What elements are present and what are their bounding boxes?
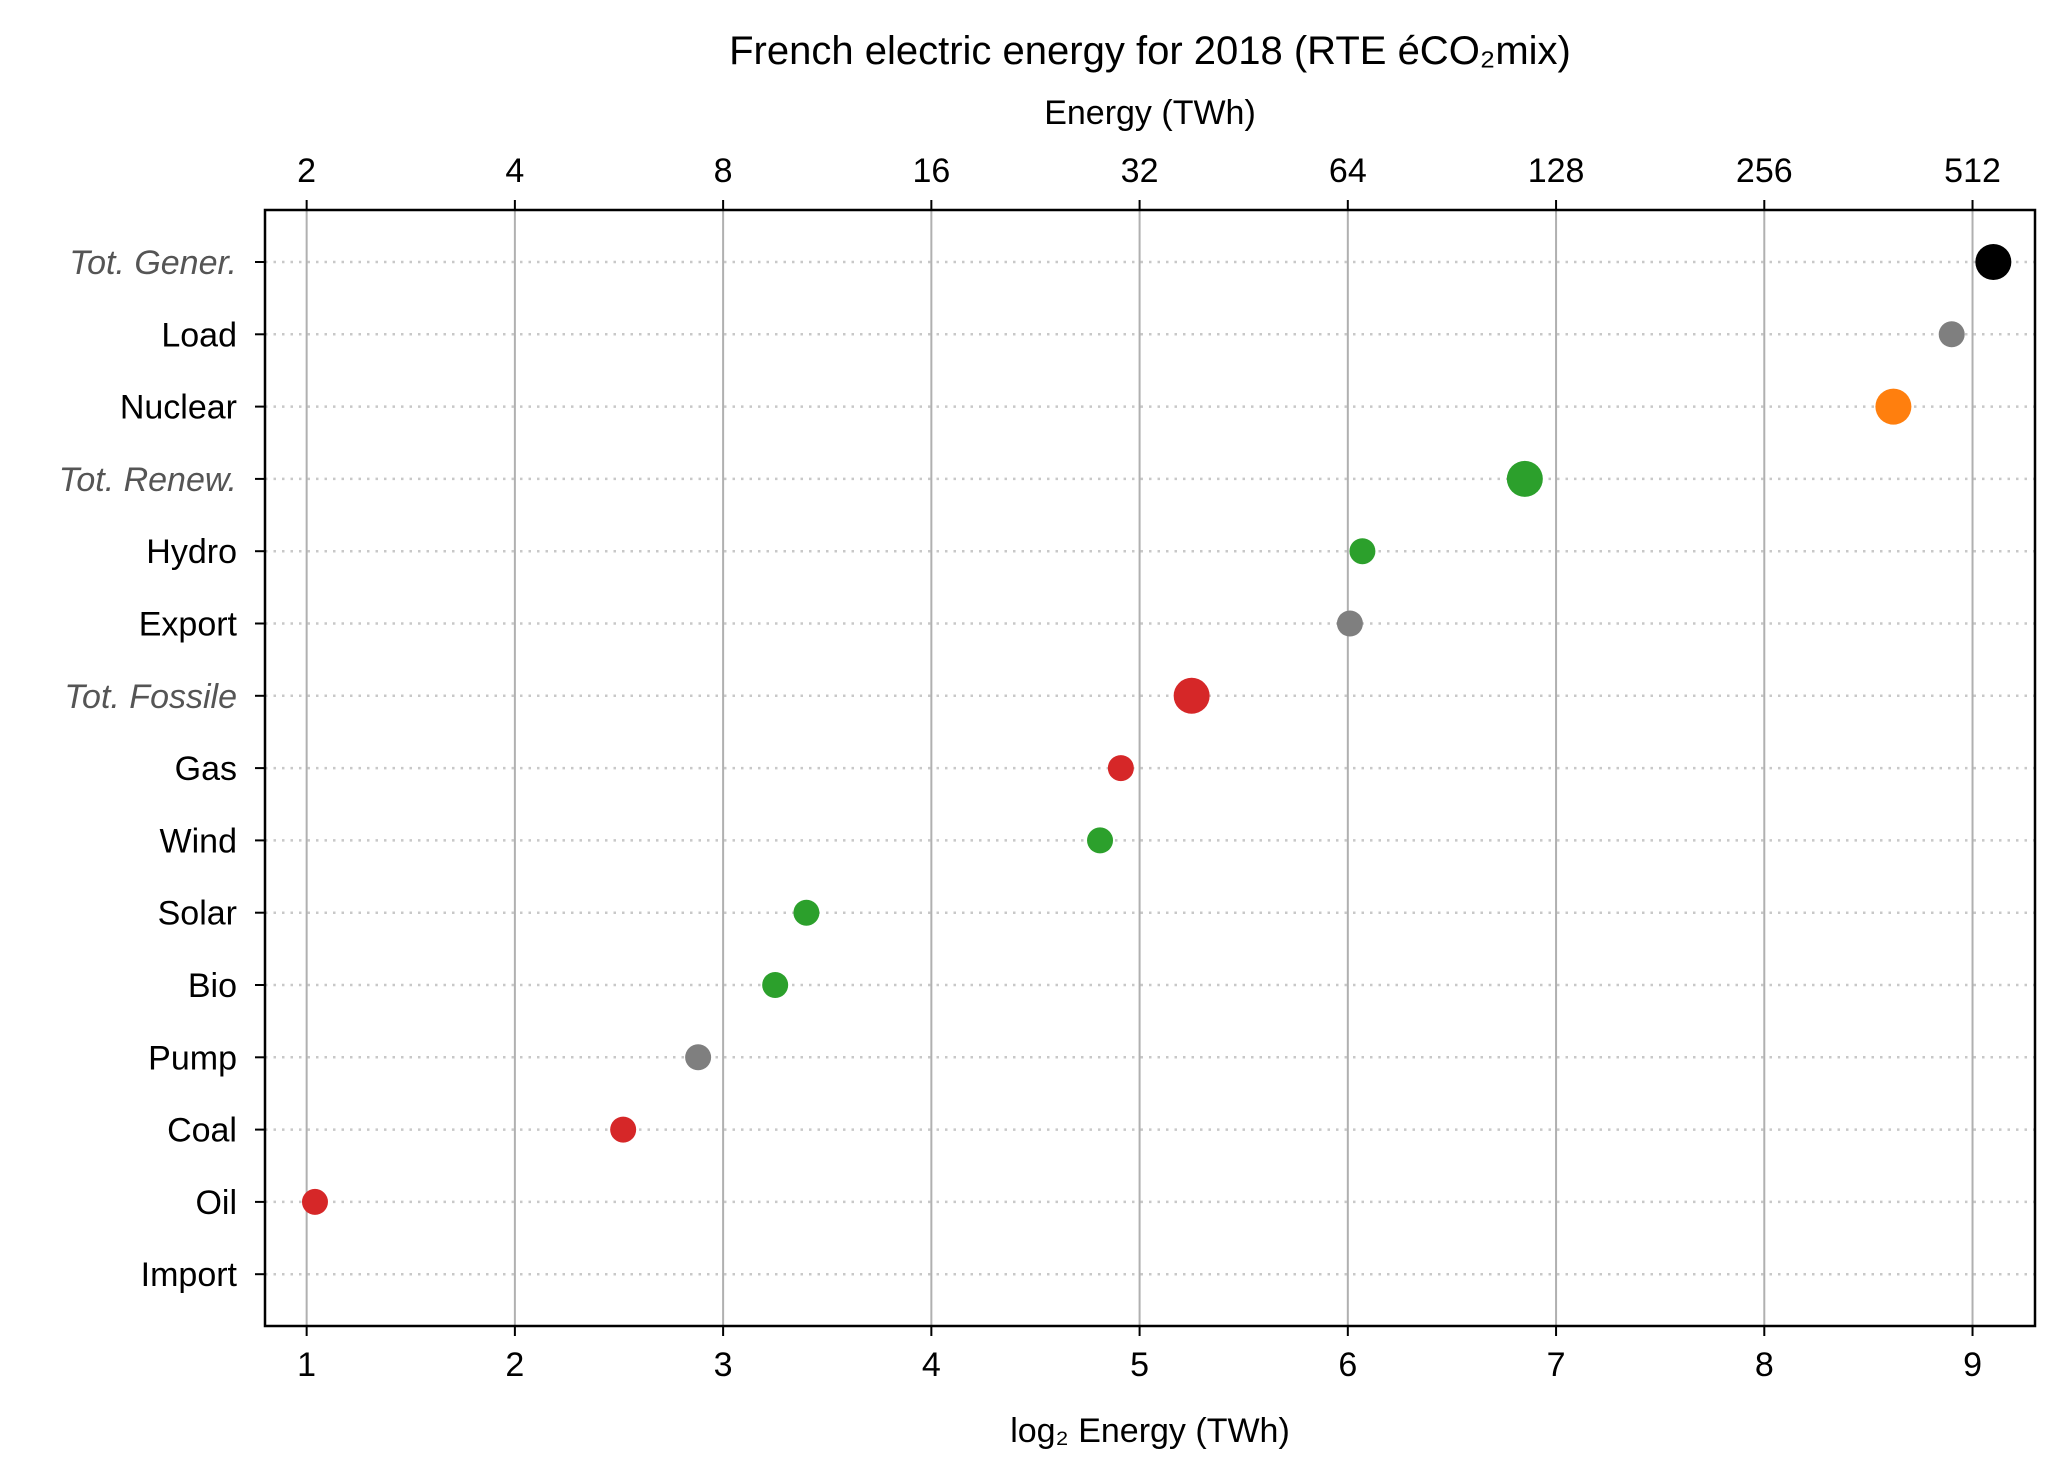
data-point [1506, 460, 1543, 497]
data-point [610, 1116, 637, 1143]
data-point [1336, 610, 1363, 637]
chart-title: French electric energy for 2018 (RTE éCO… [729, 29, 1571, 73]
category-label: Hydro [146, 533, 237, 571]
top-tick-label: 256 [1736, 152, 1793, 190]
gridlines [265, 210, 2035, 1326]
top-tick-label: 32 [1121, 152, 1159, 190]
x-tick-label: 6 [1338, 1346, 1357, 1384]
category-label: Gas [175, 750, 237, 788]
data-point [1975, 244, 2012, 280]
category-label: Export [139, 606, 238, 644]
category-label: Tot. Gener. [69, 244, 237, 282]
top-axis-ticks: 2 4 8 16 32 64 128 256 512 [297, 152, 2001, 210]
category-label: Tot. Fossile [64, 678, 237, 716]
data-point [762, 972, 789, 998]
category-label: Solar [158, 895, 237, 933]
category-label: Coal [167, 1112, 237, 1150]
x-tick-label: 3 [714, 1346, 733, 1384]
x-tick-label: 8 [1755, 1346, 1774, 1384]
data-point [1107, 755, 1134, 782]
category-label: Tot. Renew. [59, 461, 237, 499]
category-label: Nuclear [120, 389, 237, 427]
category-label: Import [141, 1256, 238, 1294]
x-tick-label: 7 [1547, 1346, 1566, 1384]
data-point [685, 1044, 712, 1071]
data-point [301, 1188, 328, 1215]
category-label: Bio [188, 967, 237, 1005]
x-tick-label: 4 [922, 1346, 941, 1384]
data-points [301, 244, 2012, 1215]
top-tick-label: 8 [714, 152, 733, 190]
top-tick-label: 128 [1528, 152, 1585, 190]
x-tick-label: 9 [1963, 1346, 1982, 1384]
data-point [1875, 388, 1912, 425]
top-axis-label: Energy (TWh) [1044, 94, 1256, 132]
category-label: Pump [148, 1039, 237, 1077]
data-point [793, 899, 820, 926]
plot-frame [263, 208, 2037, 1328]
category-axis: Tot. Gener. Load Nuclear Tot. Renew. Hydro Ex… [59, 244, 265, 1294]
bottom-axis-ticks: 1 2 3 4 5 6 7 8 9 [297, 1326, 1982, 1384]
x-axis-label: log₂ Energy (TWh) [1010, 1412, 1290, 1450]
x-tick-label: 2 [505, 1346, 524, 1384]
data-point [1173, 677, 1210, 714]
top-tick-label: 2 [297, 152, 316, 190]
x-tick-label: 1 [297, 1346, 316, 1384]
top-tick-label: 16 [912, 152, 950, 190]
category-label: Wind [160, 822, 237, 860]
data-point [1938, 321, 1965, 348]
category-label: Load [161, 316, 237, 354]
top-tick-label: 512 [1944, 152, 2001, 190]
data-point [1087, 827, 1114, 854]
top-tick-label: 64 [1329, 152, 1367, 190]
top-tick-label: 4 [505, 152, 524, 190]
data-point [1349, 538, 1376, 565]
category-label: Oil [195, 1184, 237, 1222]
x-tick-label: 5 [1130, 1346, 1149, 1384]
